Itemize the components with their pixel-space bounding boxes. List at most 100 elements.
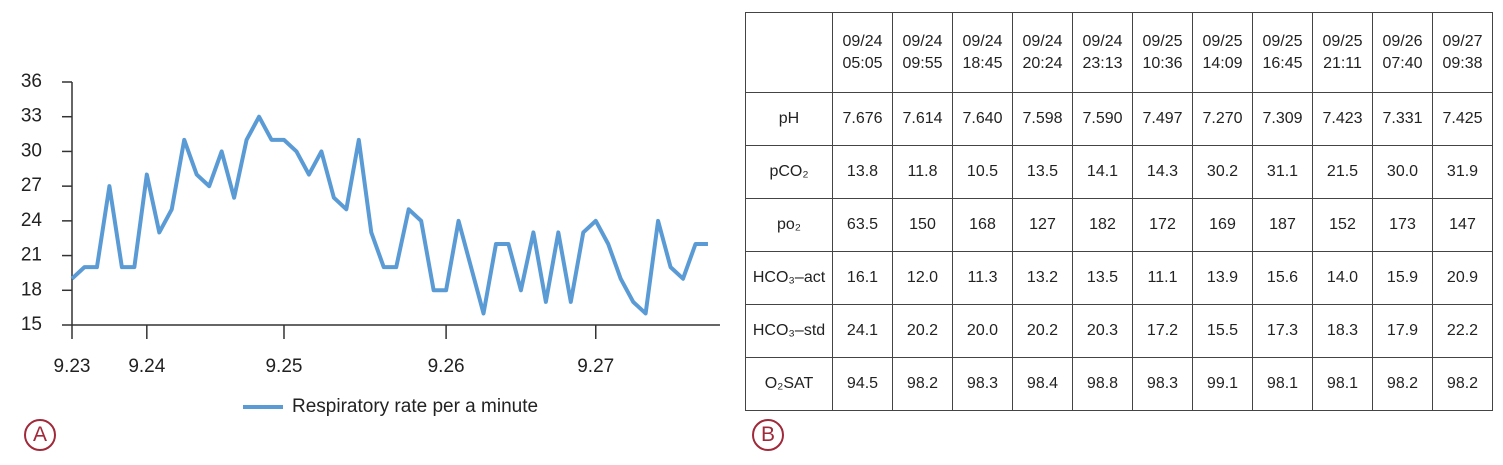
cell: 22.2: [1432, 304, 1493, 358]
header-time: 14:09: [1202, 54, 1243, 72]
cell: 187: [1252, 198, 1313, 252]
cell: 7.309: [1252, 92, 1313, 146]
cell: 7.614: [892, 92, 953, 146]
cell: 20.2: [1012, 304, 1073, 358]
header-date: 09/25: [1262, 32, 1303, 50]
cell: 11.8: [892, 145, 953, 199]
chart: 15 18 21 24 27 30 33 36 9.23 9.24 9.25 9.26 9.27 Resp…: [21, 71, 720, 417]
corner-cell: [745, 12, 833, 93]
table-row: HCO₃–act 16.1 12.0 11.3 13.2 13.5 11.1 13.9 15.6…: [745, 251, 1493, 305]
cell: 20.2: [892, 304, 953, 358]
cell: 13.8: [832, 145, 893, 199]
cell: 182: [1072, 198, 1133, 252]
cell: 7.425: [1432, 92, 1493, 146]
table-row: pH 7.676 7.614 7.640 7.598 7.590 7.497 7.270 7.3…: [745, 92, 1493, 146]
cell: 7.598: [1012, 92, 1073, 146]
cell: 7.590: [1072, 92, 1133, 146]
cell: 20.3: [1072, 304, 1133, 358]
cell: 30.0: [1372, 145, 1433, 199]
cell: 13.2: [1012, 251, 1073, 305]
panel-label: A: [24, 419, 56, 451]
header-date: 09/24: [1022, 32, 1063, 50]
cell: 15.6: [1252, 251, 1313, 305]
cell: 12.0: [892, 251, 953, 305]
cell: 7.640: [952, 92, 1013, 146]
header-date: 09/24: [842, 32, 883, 50]
cell: 98.4: [1012, 357, 1073, 411]
header-date: 09/25: [1322, 32, 1363, 50]
x-tick-label: 9.26: [428, 356, 465, 377]
table-row: O₂SAT 94.5 98.2 98.3 98.4 98.8 98.3 99.1 98.1 98.…: [745, 357, 1493, 411]
header-date: 09/24: [1082, 32, 1123, 50]
cell: 127: [1012, 198, 1073, 252]
cell: 150: [892, 198, 953, 252]
header-cell: 09/24 20:24: [1012, 12, 1073, 93]
cell: 17.2: [1132, 304, 1193, 358]
header-cell: 09/25 10:36: [1132, 12, 1193, 93]
row-label: O₂SAT: [745, 357, 833, 411]
cell: 15.5: [1192, 304, 1253, 358]
cell: 173: [1372, 198, 1433, 252]
row-label: pH: [745, 92, 833, 146]
cell: 7.331: [1372, 92, 1433, 146]
cell: 7.423: [1312, 92, 1373, 146]
panel-label: B: [752, 419, 784, 451]
cell: 7.676: [832, 92, 893, 146]
header-cell: 09/24 09:55: [892, 12, 953, 93]
header-cell: 09/24 18:45: [952, 12, 1013, 93]
cell: 11.3: [952, 251, 1013, 305]
header-cell: 09/27 09:38: [1432, 12, 1493, 93]
header-row: 09/24 05:05 09/24 09:55 09/24 18:45 09/24 20:24…: [745, 12, 1493, 93]
y-tick-label: 24: [21, 210, 43, 231]
header-cell: 09/25 16:45: [1252, 12, 1313, 93]
x-tick-label: 9.23: [54, 356, 91, 377]
header-time: 23:13: [1082, 54, 1123, 72]
cell: 20.9: [1432, 251, 1493, 305]
cell: 31.9: [1432, 145, 1493, 199]
y-tick-label: 27: [21, 175, 42, 196]
cell: 99.1: [1192, 357, 1253, 411]
cell: 30.2: [1192, 145, 1253, 199]
cell: 13.9: [1192, 251, 1253, 305]
header-time: 10:36: [1142, 54, 1183, 72]
cell: 94.5: [832, 357, 893, 411]
cell: 17.3: [1252, 304, 1313, 358]
header-date: 09/27: [1442, 32, 1483, 50]
row-label: po₂: [745, 198, 833, 252]
cell: 31.1: [1252, 145, 1313, 199]
x-tick-label: 9.25: [265, 356, 302, 377]
header-time: 05:05: [842, 54, 883, 72]
data-table: 09/24 05:05 09/24 09:55 09/24 18:45 09/24 20:24…: [745, 12, 1493, 411]
cell: 16.1: [832, 251, 893, 305]
cell: 98.3: [1132, 357, 1193, 411]
y-tick-label: 36: [21, 71, 42, 92]
header-date: 09/26: [1382, 32, 1423, 50]
y-tick-label: 30: [21, 140, 42, 161]
y-tick-label: 21: [21, 245, 42, 266]
header-cell: 09/25 14:09: [1192, 12, 1253, 93]
y-tick-label: 33: [21, 106, 42, 127]
cell: 98.2: [1432, 357, 1493, 411]
header-time: 09:55: [902, 54, 943, 72]
header-cell: 09/25 21:11: [1312, 12, 1373, 93]
table-row: HCO₃–std 24.1 20.2 20.0 20.2 20.3 17.2 15.5 17.3…: [745, 304, 1493, 358]
cell: 7.270: [1192, 92, 1253, 146]
cell: 147: [1432, 198, 1493, 252]
header-time: 20:24: [1022, 54, 1063, 72]
cell: 169: [1192, 198, 1253, 252]
header-date: 09/25: [1142, 32, 1183, 50]
cell: 98.2: [892, 357, 953, 411]
cell: 14.0: [1312, 251, 1373, 305]
cell: 98.8: [1072, 357, 1133, 411]
cell: 14.3: [1132, 145, 1193, 199]
cell: 7.497: [1132, 92, 1193, 146]
data-line: [70, 114, 708, 316]
row-label: HCO₃–act: [745, 251, 833, 305]
cell: 13.5: [1072, 251, 1133, 305]
header-time: 16:45: [1262, 54, 1303, 72]
cell: 14.1: [1072, 145, 1133, 199]
cell: 20.0: [952, 304, 1013, 358]
header-date: 09/24: [962, 32, 1003, 50]
cell: 24.1: [832, 304, 893, 358]
